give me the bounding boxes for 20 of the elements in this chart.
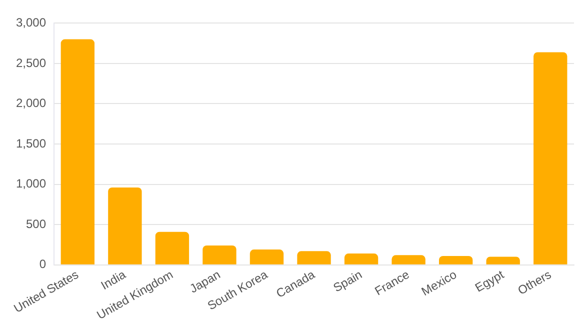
y-tick-label: 2,000 bbox=[16, 96, 46, 110]
x-tick-label: Spain bbox=[330, 267, 364, 295]
bar bbox=[392, 255, 426, 264]
y-tick-label: 1,000 bbox=[16, 176, 46, 191]
bar bbox=[250, 250, 284, 264]
y-tick-label: 500 bbox=[26, 216, 46, 231]
bar bbox=[202, 246, 236, 264]
y-tick-label: 3,000 bbox=[16, 16, 46, 30]
bar bbox=[534, 52, 568, 264]
bar bbox=[297, 251, 331, 264]
bar bbox=[438, 256, 473, 264]
bar bbox=[344, 254, 378, 264]
x-tick-label: India bbox=[98, 267, 128, 293]
bar bbox=[60, 39, 95, 264]
bar bbox=[108, 188, 142, 264]
bar bbox=[155, 232, 190, 264]
y-tick-label: 1,500 bbox=[16, 136, 46, 150]
bar bbox=[486, 256, 520, 264]
y-tick-label: 2,500 bbox=[16, 56, 46, 70]
y-tick-label: 0 bbox=[39, 257, 46, 272]
